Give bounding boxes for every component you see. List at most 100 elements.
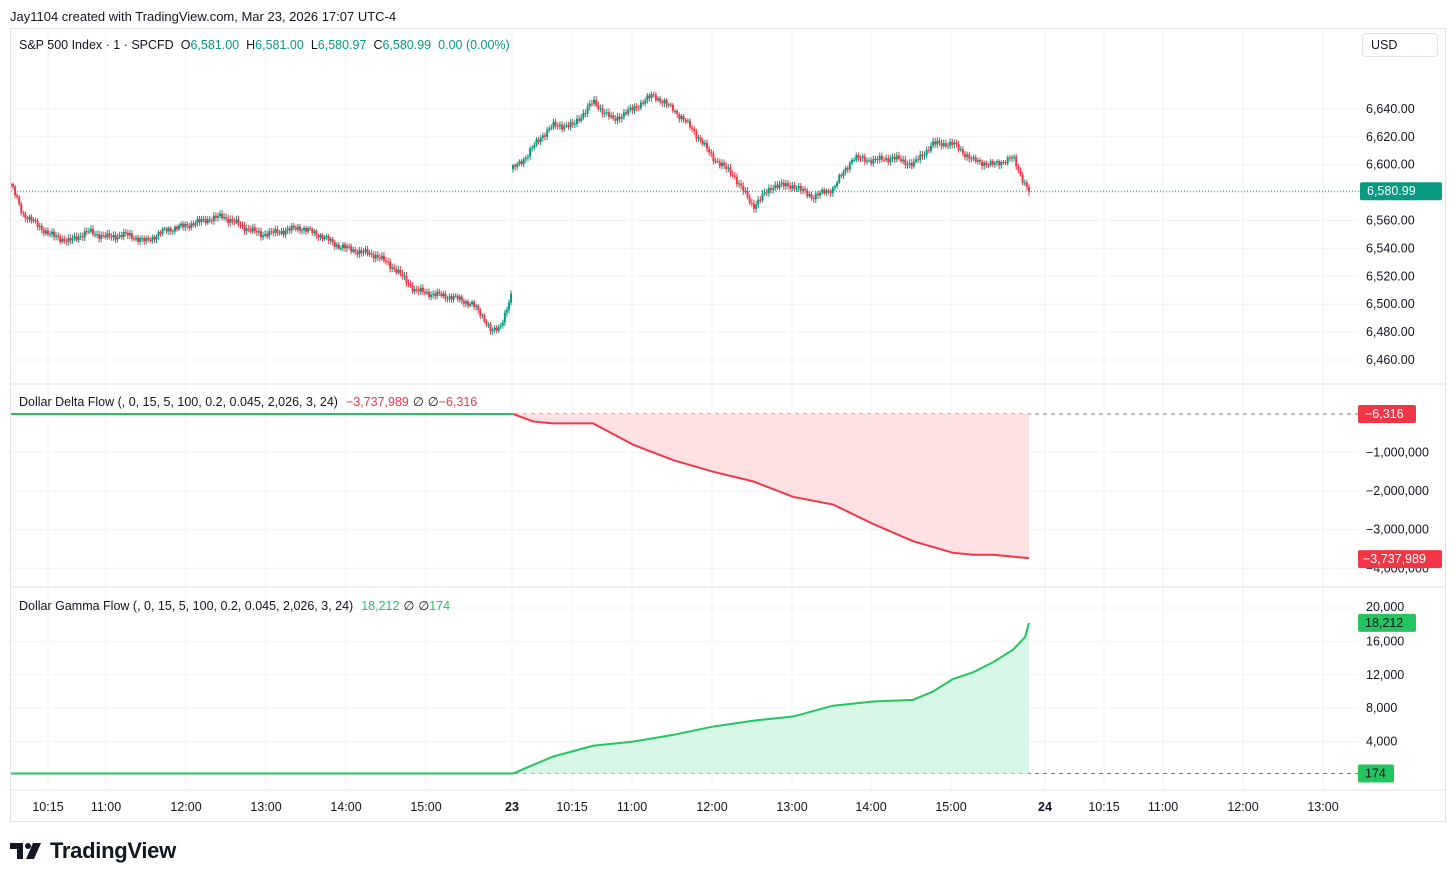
candle-body: [695, 131, 698, 139]
candle-body: [840, 175, 843, 177]
candle-body: [481, 315, 484, 317]
brand-name: TradingView: [50, 838, 176, 863]
candle-body: [776, 184, 779, 188]
candle-body: [184, 223, 187, 228]
candle-body: [1028, 186, 1030, 192]
candle-body: [55, 235, 58, 237]
candle-body: [397, 269, 400, 273]
candle-body: [100, 235, 103, 239]
candle-body: [137, 237, 140, 242]
candle-body: [565, 125, 568, 127]
candle-body: [219, 213, 222, 217]
candle-body: [853, 159, 856, 161]
candle-body: [821, 189, 824, 193]
candle-body: [563, 126, 566, 130]
candle-body: [423, 292, 426, 294]
candle-body: [842, 171, 845, 176]
last-price-badge: [1360, 182, 1442, 201]
candle-body: [413, 289, 416, 292]
candle-body: [618, 116, 621, 120]
candle-body: [870, 160, 873, 164]
candle-body: [669, 104, 672, 106]
candle-body: [69, 237, 72, 241]
candle-body: [688, 120, 691, 128]
candle-body: [697, 137, 700, 139]
candle-body: [625, 112, 628, 115]
delta-legend[interactable]: Dollar Delta Flow (, 0, 15, 5, 100, 0.2,…: [19, 394, 477, 410]
candle-body: [921, 154, 924, 157]
candle-body: [733, 175, 736, 178]
delta-value: −3,737,989: [345, 394, 409, 409]
candle-body: [712, 153, 715, 162]
delta-last-badge: [1358, 550, 1442, 569]
candle-body: [59, 237, 62, 243]
currency-selector[interactable]: USD: [1362, 33, 1438, 57]
candle-body: [38, 225, 41, 227]
candle-body: [132, 238, 135, 240]
time-tick-label: 13:00: [776, 800, 807, 814]
candle-body: [763, 192, 766, 194]
candle-body: [748, 197, 751, 203]
candle-body: [631, 107, 634, 111]
candle-body: [188, 225, 191, 228]
candle-body: [26, 218, 29, 220]
gamma-legend[interactable]: Dollar Gamma Flow (, 0, 15, 5, 100, 0.2,…: [19, 598, 450, 614]
candle-body: [366, 249, 369, 255]
candle-body: [241, 225, 244, 227]
candle-body: [642, 102, 645, 104]
candle-body: [584, 112, 587, 114]
candle-body: [770, 188, 772, 190]
candle-body: [425, 291, 428, 294]
chart-canvas[interactable]: 6,640.00 6,620.00 6,600.00 6,560.00 6,540.00…: [11, 29, 1445, 821]
gamma-tick-label: 16,000: [1366, 634, 1404, 648]
candle-body: [665, 99, 668, 105]
candle-body: [83, 231, 86, 238]
candle-body: [73, 236, 76, 239]
delta-indicator-title[interactable]: Dollar Delta Flow (, 0, 15, 5, 100, 0.2,…: [19, 394, 338, 409]
candle-body: [67, 237, 70, 243]
candle-body: [298, 226, 301, 231]
price-tick-label: 6,520.00: [1366, 269, 1415, 283]
candle-body: [282, 230, 285, 235]
price-tick-label: 6,620.00: [1366, 130, 1415, 144]
candle-body: [720, 162, 723, 167]
empty-value-icon: ∅: [412, 395, 424, 409]
candle-body: [593, 99, 596, 104]
candle-body: [605, 112, 608, 114]
candle-body: [337, 244, 340, 249]
candle-body: [469, 303, 472, 306]
candle-body: [143, 237, 146, 242]
candle-body: [430, 294, 433, 298]
candle-body: [458, 296, 461, 300]
candle-body: [742, 185, 745, 192]
time-tick-label: 13:00: [1307, 800, 1338, 814]
symbol-title[interactable]: S&P 500 Index · 1 · SPCFD: [19, 38, 174, 52]
candle-body: [897, 155, 900, 159]
candle-body: [448, 296, 451, 299]
main-legend[interactable]: S&P 500 Index · 1 · SPCFD O 6,581.00 H 6…: [19, 38, 510, 52]
candle-body: [838, 175, 841, 183]
time-tick-label: 10:15: [1088, 800, 1119, 814]
candle-body: [399, 269, 402, 274]
candle-body: [787, 183, 790, 186]
change-value: 0.00 (0.00%): [438, 38, 510, 52]
candle-body: [1017, 166, 1020, 171]
candle-body: [782, 182, 785, 187]
candle-body: [346, 246, 349, 249]
candle-body: [391, 267, 394, 269]
candle-body: [57, 235, 60, 238]
candle-body: [274, 228, 277, 233]
candle-body: [462, 300, 465, 304]
candle-body: [1013, 156, 1016, 158]
candle-body: [614, 118, 617, 121]
candle-body: [765, 192, 768, 194]
candle-body: [639, 102, 642, 109]
gamma-indicator-title[interactable]: Dollar Gamma Flow (, 0, 15, 5, 100, 0.2,…: [19, 598, 354, 613]
brand[interactable]: TradingView: [10, 838, 176, 864]
candle-body: [648, 95, 651, 98]
chart-frame[interactable]: 6,640.00 6,620.00 6,600.00 6,560.00 6,540.00…: [10, 28, 1446, 822]
candle-body: [846, 167, 849, 170]
time-tick-label: 15:00: [410, 800, 441, 814]
candle-body: [686, 120, 689, 122]
candle-body: [331, 238, 334, 243]
